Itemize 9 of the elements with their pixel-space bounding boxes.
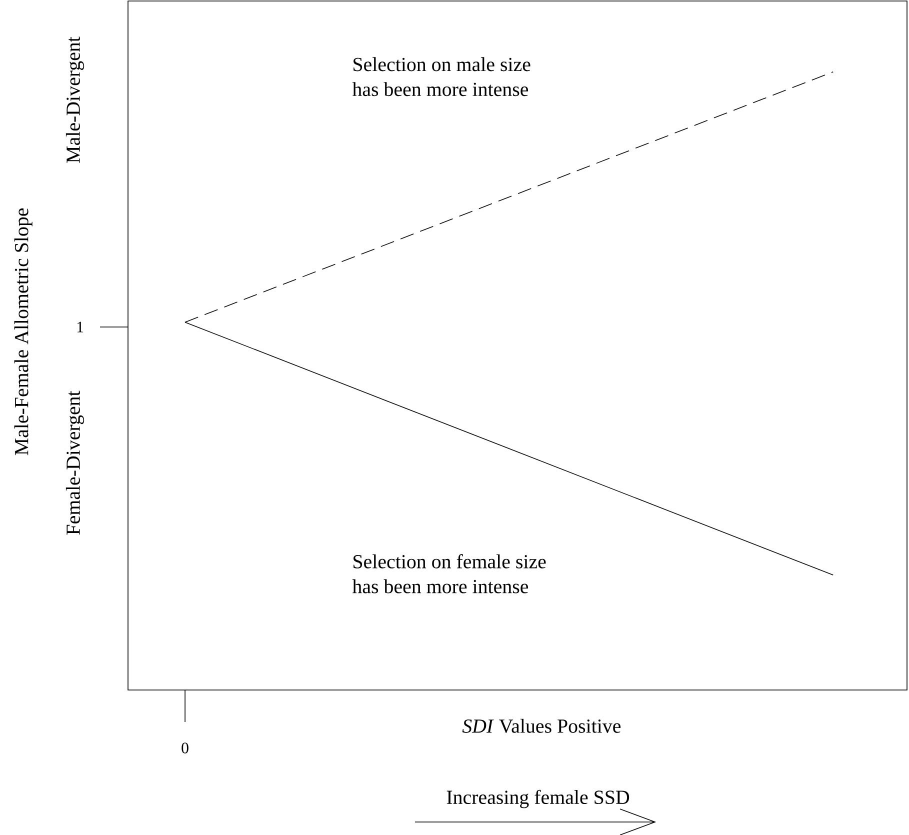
text: Female-Divergent <box>66 390 84 535</box>
text: 1 <box>77 322 84 332</box>
annotation: Selection on male size has been more intense <box>352 57 530 96</box>
text: Increasing female SSD <box>446 790 630 808</box>
text: Male-Divergent <box>66 36 84 163</box>
annotation: Selection on female size has been more intense <box>352 554 546 594</box>
y-axis-title: Male-Female Allometric Slope <box>14 208 32 456</box>
x-axis-title: SDI Values Positive <box>462 718 621 733</box>
text: 0 <box>182 742 188 754</box>
